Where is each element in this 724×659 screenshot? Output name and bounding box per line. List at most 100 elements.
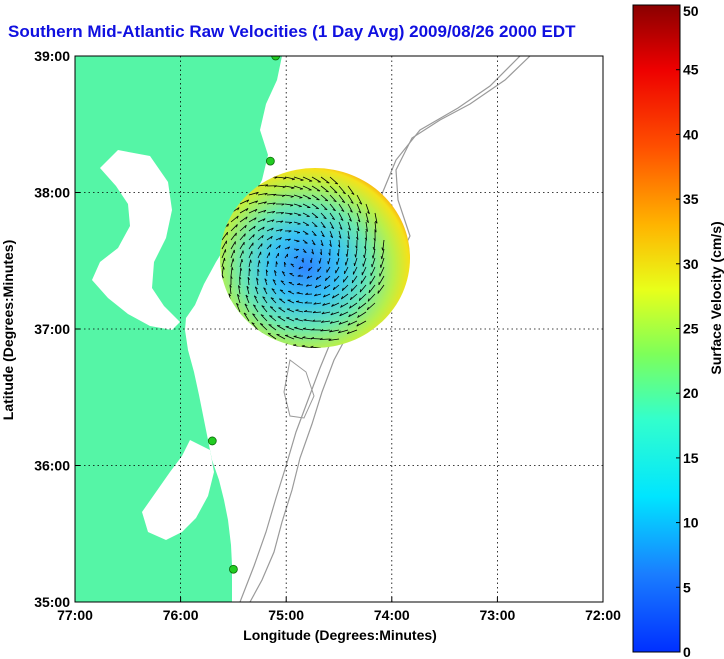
velocity-arrow-head <box>261 305 265 308</box>
colorbar-tick-label: 45 <box>683 62 699 78</box>
velocity-arrow <box>341 284 349 291</box>
colorbar-tick-label: 30 <box>683 256 699 272</box>
velocity-arrow-head <box>330 235 333 238</box>
velocity-arrow <box>263 287 268 295</box>
velocity-arrow-head <box>287 238 291 242</box>
station-marker <box>271 56 281 61</box>
velocity-arrow <box>230 224 238 232</box>
velocity-arrow <box>286 308 295 313</box>
velocity-arrow <box>321 311 331 315</box>
velocity-arrow <box>275 176 287 179</box>
velocity-arrow <box>239 250 244 259</box>
velocity-arrow <box>227 302 232 313</box>
velocity-arrow-head <box>380 256 383 260</box>
velocity-arrow <box>239 224 247 232</box>
velocity-arrow-head <box>228 293 232 297</box>
velocity-arrow <box>311 212 319 218</box>
velocity-arrow-head <box>374 229 377 233</box>
colorbar-tick-label: 25 <box>683 321 699 337</box>
velocity-arrow <box>293 185 304 190</box>
velocity-arrow-head <box>270 236 273 240</box>
velocity-arrow <box>322 302 331 306</box>
velocity-arrow-head <box>236 215 239 219</box>
velocity-arrow <box>327 257 331 265</box>
velocity-arrow <box>248 225 256 232</box>
velocity-arrow-head <box>273 193 277 197</box>
velocity-arrow-head <box>255 286 258 290</box>
velocity-arrow <box>331 302 340 307</box>
velocity-arrow-head <box>264 201 267 205</box>
velocity-arrow-head <box>260 323 264 325</box>
velocity-arrow-head <box>332 286 335 290</box>
velocity-arrow <box>311 239 316 246</box>
velocity-arrow <box>266 235 273 241</box>
velocity-arrow-head <box>254 295 257 298</box>
x-tick-label: 76:00 <box>163 607 199 623</box>
velocity-arrow <box>230 267 233 277</box>
velocity-arrow-head <box>333 200 337 203</box>
velocity-arrow <box>248 200 258 205</box>
velocity-arrow-head <box>311 328 315 331</box>
velocity-arrow-head <box>314 216 319 219</box>
velocity-arrow <box>257 251 262 259</box>
velocity-arrow-head <box>298 266 302 270</box>
velocity-arrow <box>338 230 342 239</box>
velocity-arrow <box>328 338 340 341</box>
velocity-arrow <box>275 220 284 223</box>
velocity-arrow <box>361 266 367 276</box>
velocity-arrow-head <box>339 227 343 230</box>
velocity-arrow-head <box>246 285 250 289</box>
velocity-arrow <box>320 329 331 332</box>
velocity-arrow <box>266 193 277 196</box>
velocity-arrow-head <box>296 232 301 234</box>
velocity-arrow <box>325 275 331 281</box>
velocity-arrow <box>329 185 338 194</box>
velocity-arrow-head <box>236 224 238 228</box>
velocity-arrow <box>259 323 268 331</box>
velocity-arrow <box>276 325 286 331</box>
velocity-arrow <box>286 317 295 322</box>
velocity-arrow-head <box>269 306 274 308</box>
pamlico-sound <box>142 440 214 540</box>
velocity-arrow-head <box>351 192 355 195</box>
velocity-arrow-head <box>357 306 361 310</box>
velocity-arrow <box>315 275 322 281</box>
velocity-arrow-head <box>283 261 287 265</box>
velocity-arrow-head <box>275 261 278 265</box>
velocity-arrow-head <box>313 302 317 305</box>
velocity-arrow <box>324 284 331 290</box>
velocity-arrow <box>256 277 259 286</box>
velocity-arrow-head <box>326 182 330 184</box>
velocity-arrow-head <box>289 213 293 216</box>
velocity-arrow-head <box>267 260 270 264</box>
velocity-arrow-head <box>239 276 242 280</box>
velocity-arrow-head <box>349 305 352 309</box>
velocity-arrow <box>320 176 330 184</box>
velocity-arrow <box>382 239 385 251</box>
velocity-arrow <box>266 210 275 214</box>
colorbar-tick-label: 50 <box>683 3 699 19</box>
velocity-arrow <box>275 244 281 250</box>
velocity-arrow-head <box>242 330 246 333</box>
velocity-arrow-head <box>226 232 228 236</box>
velocity-arrow-head <box>243 312 247 315</box>
x-axis-label: Longitude (Degrees:Minutes) <box>243 627 437 643</box>
velocity-arrow <box>358 302 367 310</box>
velocity-arrow-head <box>293 335 297 337</box>
velocity-arrow <box>359 284 367 293</box>
velocity-arrow <box>326 266 331 273</box>
velocity-arrow-head <box>348 219 352 222</box>
velocity-arrow <box>320 185 329 193</box>
velocity-arrow <box>302 221 310 226</box>
velocity-arrow-head <box>290 204 294 207</box>
velocity-arrow <box>370 266 376 276</box>
velocity-arrow-head <box>336 253 339 257</box>
velocity-arrow-head <box>314 285 318 288</box>
velocity-arrow <box>367 293 376 302</box>
velocity-arrow <box>336 257 340 265</box>
velocity-arrow <box>293 230 301 233</box>
velocity-arrow <box>345 257 349 266</box>
velocity-arrow-head <box>314 225 318 228</box>
velocity-arrow-head <box>221 275 224 279</box>
